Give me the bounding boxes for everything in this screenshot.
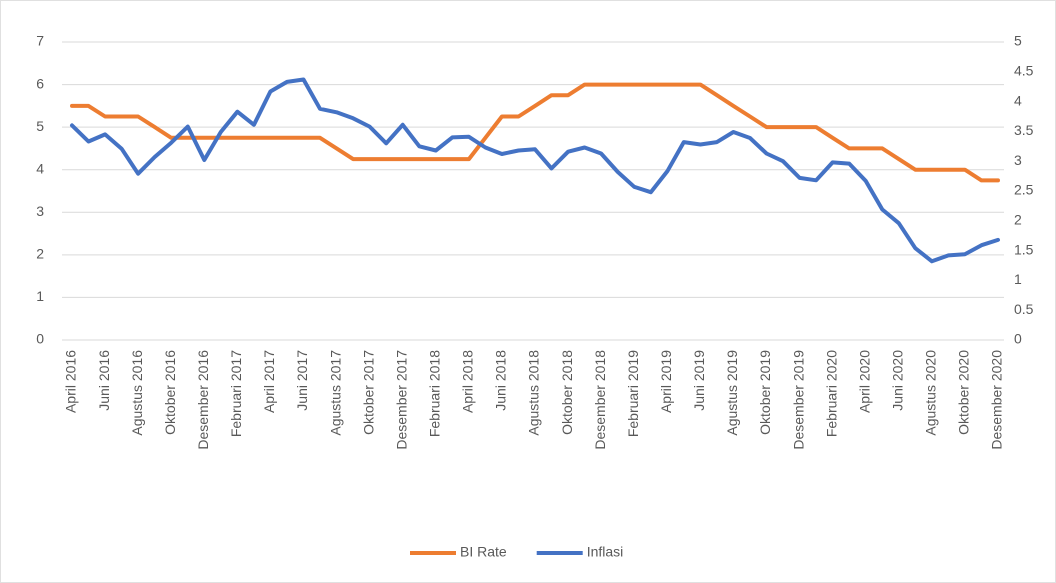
y-tick-label: 3 <box>36 203 44 219</box>
x-tick-label: Oktober 2016 <box>162 350 178 435</box>
series-line <box>70 82 1000 183</box>
y-tick-label: 1 <box>36 288 44 304</box>
x-tick-label: Desember 2019 <box>790 350 806 450</box>
y2-tick-label: 0.5 <box>1014 301 1034 317</box>
x-tick-label: April 2019 <box>658 350 674 413</box>
x-tick-label: Desember 2017 <box>393 350 409 450</box>
legend-label: BI Rate <box>460 544 507 560</box>
y2-tick-label: 0 <box>1014 331 1022 347</box>
x-tick-label: April 2018 <box>460 350 476 413</box>
x-tick-label: Juni 2020 <box>889 350 905 411</box>
y-tick-label: 4 <box>36 160 44 176</box>
y-tick-label: 7 <box>36 33 44 49</box>
x-tick-label: Februari 2017 <box>228 350 244 437</box>
y-tick-label: 5 <box>36 118 44 134</box>
x-tick-label: Oktober 2020 <box>956 350 972 435</box>
x-tick-label: Juni 2018 <box>493 350 509 411</box>
y2-tick-label: 3.5 <box>1014 122 1034 138</box>
y2-tick-label: 1.5 <box>1014 241 1034 257</box>
x-tick-label: Juni 2017 <box>294 350 310 411</box>
x-tick-label: April 2020 <box>856 350 872 413</box>
x-tick-label: Oktober 2019 <box>757 350 773 435</box>
y-tick-label: 2 <box>36 246 44 262</box>
y2-tick-label: 4.5 <box>1014 63 1034 79</box>
series-line <box>70 77 1000 264</box>
x-tick-label: Agustus 2020 <box>923 350 939 436</box>
x-tick-label: Oktober 2017 <box>360 350 376 435</box>
y2-tick-label: 1 <box>1014 271 1022 287</box>
x-tick-label: Oktober 2018 <box>559 350 575 435</box>
x-tick-label: April 2017 <box>261 350 277 413</box>
x-tick-label: April 2016 <box>63 350 79 413</box>
y2-tick-label: 2.5 <box>1014 182 1034 198</box>
x-tick-label: Februari 2019 <box>625 350 641 437</box>
x-tick-label: Desember 2016 <box>195 350 211 450</box>
x-tick-label: Juni 2016 <box>96 350 112 411</box>
x-tick-label: Agustus 2017 <box>327 350 343 436</box>
x-tick-label: Agustus 2019 <box>724 350 740 436</box>
y-tick-label: 6 <box>36 75 44 91</box>
x-tick-label: Desember 2018 <box>592 350 608 450</box>
x-tick-label: Juni 2019 <box>691 350 707 411</box>
x-tick-label: Februari 2020 <box>823 350 839 437</box>
x-tick-label: Agustus 2018 <box>526 350 542 436</box>
x-tick-label: Agustus 2016 <box>129 350 145 436</box>
y2-tick-label: 4 <box>1014 92 1022 108</box>
x-tick-label: Desember 2020 <box>989 350 1005 450</box>
legend-label: Inflasi <box>587 544 624 560</box>
y2-tick-label: 2 <box>1014 212 1022 228</box>
x-tick-label: Februari 2018 <box>426 350 442 437</box>
y2-tick-label: 3 <box>1014 152 1022 168</box>
y-tick-label: 0 <box>36 331 44 347</box>
y2-tick-label: 5 <box>1014 33 1022 49</box>
